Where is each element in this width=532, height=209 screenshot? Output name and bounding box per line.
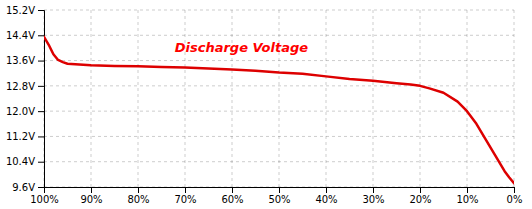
grid-line bbox=[232, 10, 233, 187]
tick-mark bbox=[38, 86, 44, 87]
tick: 10% bbox=[456, 187, 478, 205]
title: Discharge Voltage bbox=[175, 40, 309, 55]
tick-mark bbox=[420, 187, 421, 193]
grid-line bbox=[467, 10, 468, 187]
tick: 15.2V bbox=[6, 5, 44, 16]
tick-mark bbox=[185, 187, 186, 193]
tick-label: 10% bbox=[456, 194, 478, 205]
grid-line bbox=[514, 10, 515, 187]
grid-line bbox=[44, 111, 514, 112]
tick-label: 0% bbox=[507, 194, 523, 205]
tick-label: 9.6V bbox=[12, 182, 35, 193]
tick-mark bbox=[138, 187, 139, 193]
tick-label: 70% bbox=[174, 194, 196, 205]
tick-mark bbox=[232, 187, 233, 193]
tick-mark bbox=[38, 111, 44, 112]
tick-label: 50% bbox=[268, 194, 290, 205]
grid-line bbox=[44, 60, 514, 61]
tick: 9.6V bbox=[12, 182, 44, 193]
plot: 100% 90% 80% 70% 60% 50% 40% 30% 20% 10% 0% 9.6V 10.… bbox=[6, 5, 523, 205]
grid-line bbox=[44, 136, 514, 137]
tick: 40% bbox=[315, 187, 337, 205]
axis-line bbox=[38, 11, 45, 188]
grid-line bbox=[373, 10, 374, 187]
grid-line bbox=[91, 10, 92, 187]
tick-label: 12.8V bbox=[6, 81, 35, 92]
tick-mark bbox=[467, 187, 468, 193]
tick-mark bbox=[38, 10, 44, 11]
tick-label: 20% bbox=[409, 194, 431, 205]
tick: 12.0V bbox=[6, 106, 44, 117]
grid-line bbox=[44, 161, 514, 162]
tick: 90% bbox=[80, 187, 102, 205]
x-axis: 100% 90% 80% 70% 60% 50% 40% 30% 20% 10% 0% bbox=[30, 187, 522, 205]
chart: 100% 90% 80% 70% 60% 50% 40% 30% 20% 10% 0% 9.6V 10.… bbox=[0, 0, 532, 209]
tick-mark bbox=[514, 187, 515, 193]
grid-line bbox=[44, 85, 514, 86]
grid-line bbox=[44, 10, 514, 11]
grid-line bbox=[138, 10, 139, 187]
tick: 10.4V bbox=[6, 156, 44, 167]
tick: 50% bbox=[268, 187, 290, 205]
tick: 13.6V bbox=[6, 55, 44, 66]
grid bbox=[44, 10, 514, 187]
tick: 0% bbox=[507, 187, 523, 205]
tick-mark bbox=[279, 187, 280, 193]
grid-line bbox=[326, 10, 327, 187]
tick-label: 90% bbox=[80, 194, 102, 205]
tick-mark bbox=[91, 187, 92, 193]
tick-label: 12.0V bbox=[6, 106, 35, 117]
tick-label: 14.4V bbox=[6, 30, 35, 41]
tick-label: 100% bbox=[30, 194, 59, 205]
tick-label: 30% bbox=[362, 194, 384, 205]
y-axis: 9.6V 10.4V 11.2V 12.0V 12.8V 13.6V 14.4V 15.2V bbox=[6, 5, 45, 193]
grid-line bbox=[420, 10, 421, 187]
tick-label: 60% bbox=[221, 194, 243, 205]
tick-mark bbox=[38, 136, 44, 137]
grid-line bbox=[185, 10, 186, 187]
tick-label: 13.6V bbox=[6, 55, 35, 66]
tick: 11.2V bbox=[6, 131, 44, 142]
tick-label: 10.4V bbox=[6, 156, 35, 167]
tick: 30% bbox=[362, 187, 384, 205]
axis-line bbox=[45, 188, 515, 194]
marks bbox=[44, 37, 514, 183]
tick: 14.4V bbox=[6, 30, 44, 41]
tick: 70% bbox=[174, 187, 196, 205]
tick-mark bbox=[38, 61, 44, 62]
line bbox=[44, 37, 514, 183]
tick-mark bbox=[38, 187, 44, 188]
tick-mark bbox=[38, 35, 44, 36]
tick-label: 40% bbox=[315, 194, 337, 205]
tick-mark bbox=[373, 187, 374, 193]
tick-label: 11.2V bbox=[6, 131, 35, 142]
tick: 12.8V bbox=[6, 81, 44, 92]
tick: 20% bbox=[409, 187, 431, 205]
grid-line bbox=[279, 10, 280, 187]
tick-mark bbox=[326, 187, 327, 193]
tick-mark bbox=[38, 162, 44, 163]
tick: 60% bbox=[221, 187, 243, 205]
tick-label: 80% bbox=[127, 194, 149, 205]
tick: 80% bbox=[127, 187, 149, 205]
grid-line bbox=[44, 35, 514, 36]
tick-label: 15.2V bbox=[6, 5, 35, 16]
